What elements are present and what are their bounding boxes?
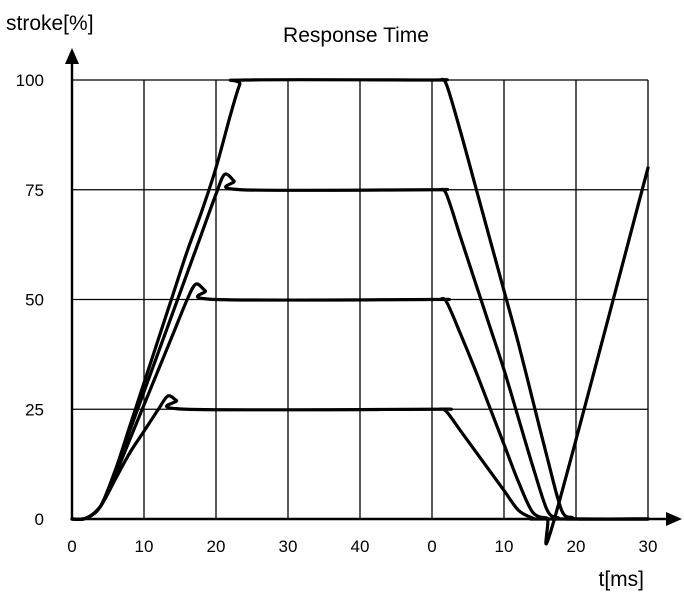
- y-tick-label: 50: [25, 291, 44, 310]
- x-tick-label: 0: [67, 537, 76, 556]
- y-tick-label: 75: [25, 181, 44, 200]
- x-axis-arrow: [666, 512, 682, 526]
- x-tick-label: 10: [135, 537, 154, 556]
- axes: [65, 48, 682, 526]
- y-tick-label: 0: [35, 510, 44, 529]
- chart-title: Response Time: [283, 24, 429, 47]
- series-line-4: [70, 77, 650, 521]
- y-axis-arrow: [65, 48, 79, 64]
- series-line-3: [70, 172, 650, 521]
- x-tick-label: 0: [427, 537, 436, 556]
- series-line-1: [70, 394, 650, 521]
- x-tick-label: 20: [567, 537, 586, 556]
- x-tick-label: 20: [207, 537, 226, 556]
- x-tick-label: 10: [495, 537, 514, 556]
- labels: Response Time stroke[%] t[ms] 0 10 20 30 40 0…: [6, 12, 657, 591]
- series-line-2: [70, 166, 650, 546]
- y-tick-label: 25: [25, 400, 44, 419]
- x-tick-label: 30: [639, 537, 658, 556]
- x-tick-label: 40: [351, 537, 370, 556]
- x-axis-label: t[ms]: [599, 568, 645, 591]
- y-tick-label: 100: [16, 71, 44, 90]
- y-axis-label: stroke[%]: [6, 12, 94, 35]
- series-layer: [70, 77, 650, 546]
- x-tick-label: 30: [279, 537, 298, 556]
